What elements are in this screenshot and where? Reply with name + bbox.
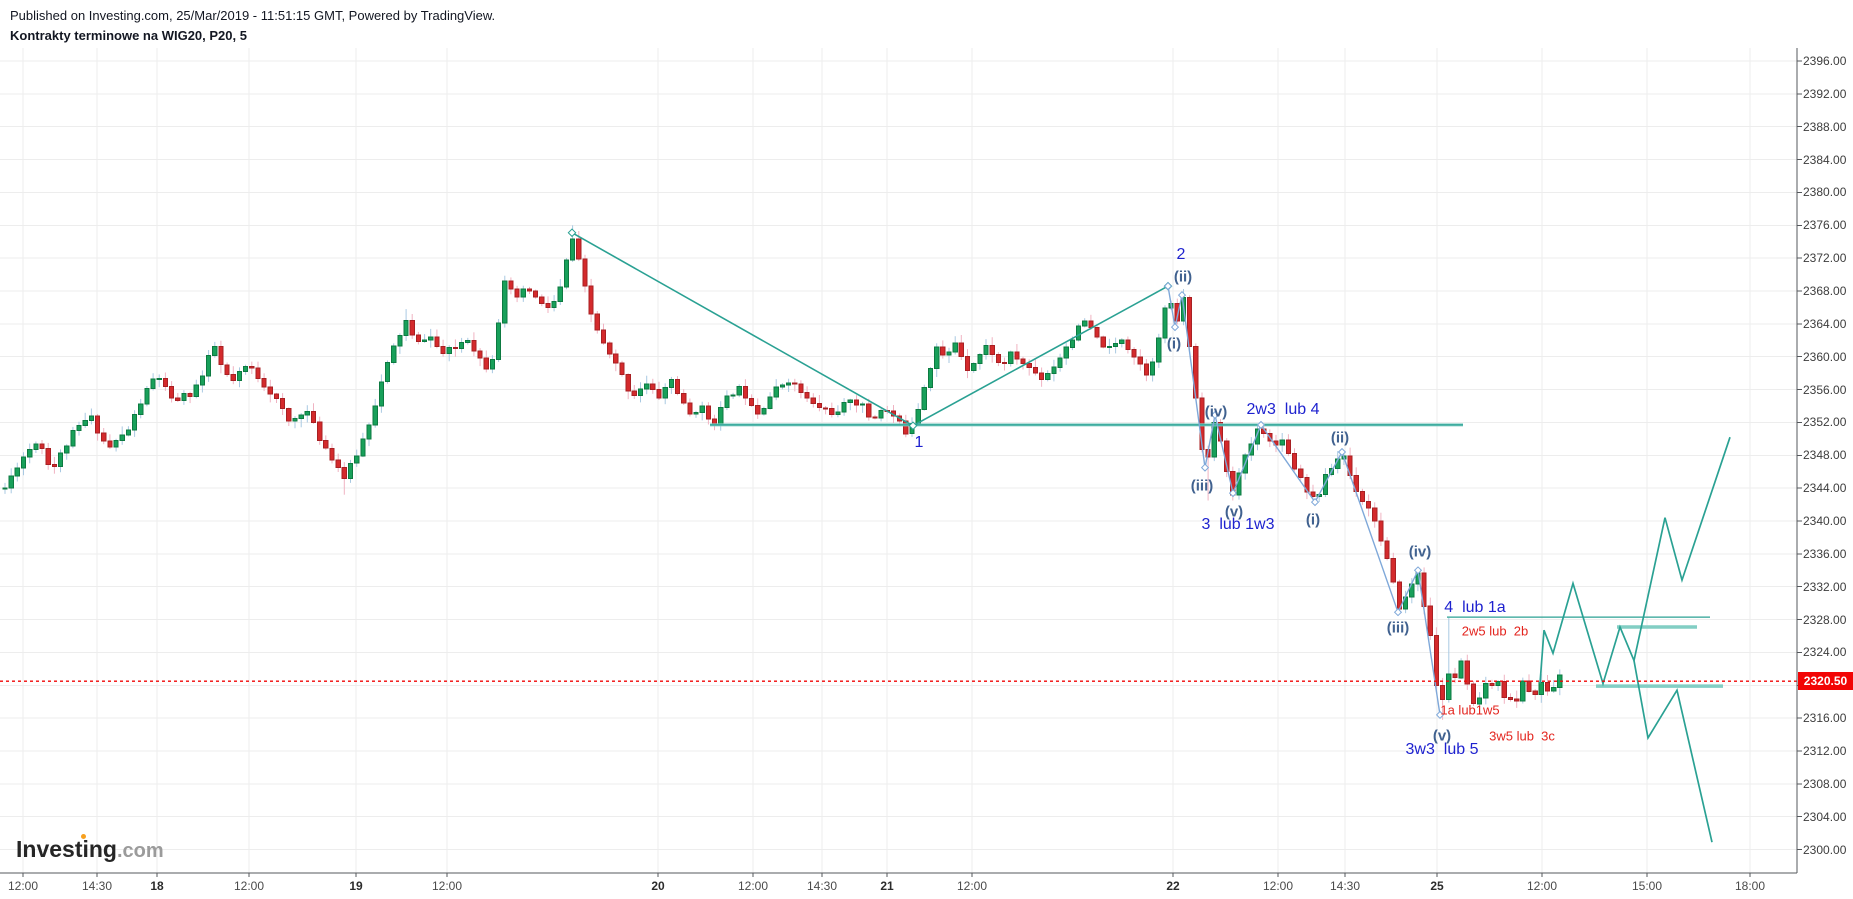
logo-suffix: .com: [116, 840, 164, 862]
price-axis-label: 2324.00: [1803, 645, 1847, 660]
investing-logo: Investing.com: [16, 834, 164, 863]
wave-label: 2w5 lub 2b: [1461, 623, 1529, 639]
teal-projection-zigzags: [1539, 436, 1731, 843]
candles-up: [2, 238, 1563, 705]
wave-label: (ii): [1330, 429, 1350, 447]
price-axis-label: 2360.00: [1803, 349, 1847, 364]
wave-label: (i): [1166, 335, 1182, 353]
wave-label: (ii): [1173, 268, 1193, 286]
wave-label: 1a lub1w5: [1440, 702, 1500, 718]
time-axis-label: 19: [349, 879, 363, 893]
price-axis-label: 2392.00: [1803, 86, 1847, 101]
time-axis-label: 12:00: [7, 879, 39, 893]
price-axis-label: 2348.00: [1803, 448, 1847, 463]
time-axis-label: 12:00: [1262, 879, 1294, 893]
logo-orange-dot-icon: [81, 834, 86, 839]
candle-wicks-down: [41, 231, 1548, 720]
price-axis-label: 2356.00: [1803, 382, 1847, 397]
time-axis-label: 14:30: [1329, 879, 1361, 893]
wave-label: 3 lub 1w3: [1201, 516, 1275, 533]
vertical-gridlines: [22, 48, 1751, 873]
time-axis-label: 12:00: [956, 879, 988, 893]
price-axis-label: 2388.00: [1803, 119, 1847, 134]
time-axis-label: 20: [651, 879, 665, 893]
wave-label: 2w3 lub 4: [1246, 401, 1320, 418]
price-axis-label: 2352.00: [1803, 415, 1847, 430]
price-axis-label: 2344.00: [1803, 481, 1847, 496]
time-axis-label: 21: [880, 879, 894, 893]
price-axis-label: 2316.00: [1803, 711, 1847, 726]
horizontal-gridlines: [0, 60, 1797, 851]
price-axis-label: 2304.00: [1803, 809, 1847, 824]
price-axis-label: 2384.00: [1803, 152, 1847, 167]
time-axis-label: 12:00: [233, 879, 265, 893]
price-axis-label: 2368.00: [1803, 284, 1847, 298]
price-axis-label: 2340.00: [1803, 514, 1847, 528]
wave-label: (i): [1305, 511, 1321, 529]
price-axis-label: 2380.00: [1803, 185, 1847, 200]
wave-label: 2: [1176, 246, 1186, 263]
time-axis-label: 12:00: [1526, 879, 1558, 893]
wave-label: (iv): [1408, 543, 1432, 561]
price-axis-label: 2336.00: [1803, 546, 1847, 561]
price-axis-label: 2396.00: [1803, 54, 1847, 68]
wave-label: (iii): [1190, 477, 1214, 495]
axis-borders: [0, 48, 1802, 877]
price-axis-label: 2364.00: [1803, 316, 1847, 331]
time-axis-label: 22: [1166, 879, 1180, 893]
logo-text: Investing: [16, 836, 117, 862]
wave-label: 3w3 lub 5: [1405, 741, 1479, 758]
price-axis-label: 2332.00: [1803, 579, 1847, 594]
price-axis-label: 2312.00: [1803, 744, 1847, 758]
wave-label: 4 lub 1a: [1444, 599, 1506, 616]
wave-label: (iv): [1204, 403, 1228, 421]
last-price-tag: 2320.50: [1798, 672, 1853, 691]
wave-label: 3w5 lub 3c: [1489, 728, 1555, 744]
blue-wave-path: [1163, 281, 1445, 720]
candles-down: [39, 238, 1551, 705]
price-axis-label: 2328.00: [1803, 612, 1847, 627]
wave-label: (iii): [1386, 619, 1410, 637]
price-axis-label: 2376.00: [1803, 218, 1847, 233]
time-axis-label: 14:30: [81, 879, 113, 893]
published-line: Published on Investing.com, 25/Mar/2019 …: [10, 8, 496, 23]
wave-label: (v): [1432, 727, 1452, 745]
time-axis-label: 12:00: [737, 879, 769, 893]
chart-title: Kontrakty terminowe na WIG20, P20, 5: [10, 28, 247, 43]
time-axis-label: 15:00: [1631, 879, 1663, 893]
wave-label: 1: [914, 434, 924, 451]
time-axis-label: 18:00: [1734, 879, 1766, 893]
time-axis-label: 14:30: [806, 879, 838, 893]
price-axis-label: 2308.00: [1803, 776, 1847, 791]
wave-label: (v): [1224, 503, 1244, 521]
time-axis-label: 25: [1430, 879, 1444, 893]
horizontal-levels: [710, 423, 1723, 688]
price-axis-label: 2372.00: [1803, 251, 1847, 266]
price-axis-label: 2300.00: [1803, 842, 1847, 857]
time-axis-label: 12:00: [431, 879, 463, 893]
candle-wicks-up: [4, 225, 1561, 707]
time-axis-label: 18: [150, 879, 164, 893]
